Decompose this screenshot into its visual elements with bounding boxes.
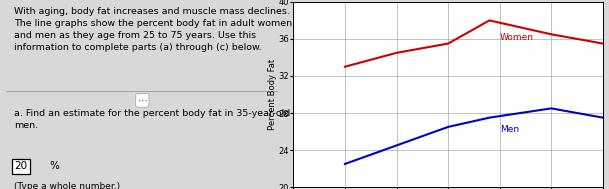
Text: %: % — [50, 161, 60, 171]
Text: Women: Women — [500, 33, 533, 42]
Text: Men: Men — [500, 125, 519, 134]
Text: 20: 20 — [14, 161, 27, 171]
Text: With aging, body fat increases and muscle mass declines.
The line graphs show th: With aging, body fat increases and muscl… — [14, 7, 292, 52]
Text: a. Find an estimate for the percent body fat in 35-year-old
men.: a. Find an estimate for the percent body… — [14, 109, 290, 130]
Text: (Type a whole number.): (Type a whole number.) — [14, 182, 121, 189]
Text: ⋯: ⋯ — [138, 95, 147, 105]
Y-axis label: Percent Body Fat: Percent Body Fat — [268, 59, 277, 130]
